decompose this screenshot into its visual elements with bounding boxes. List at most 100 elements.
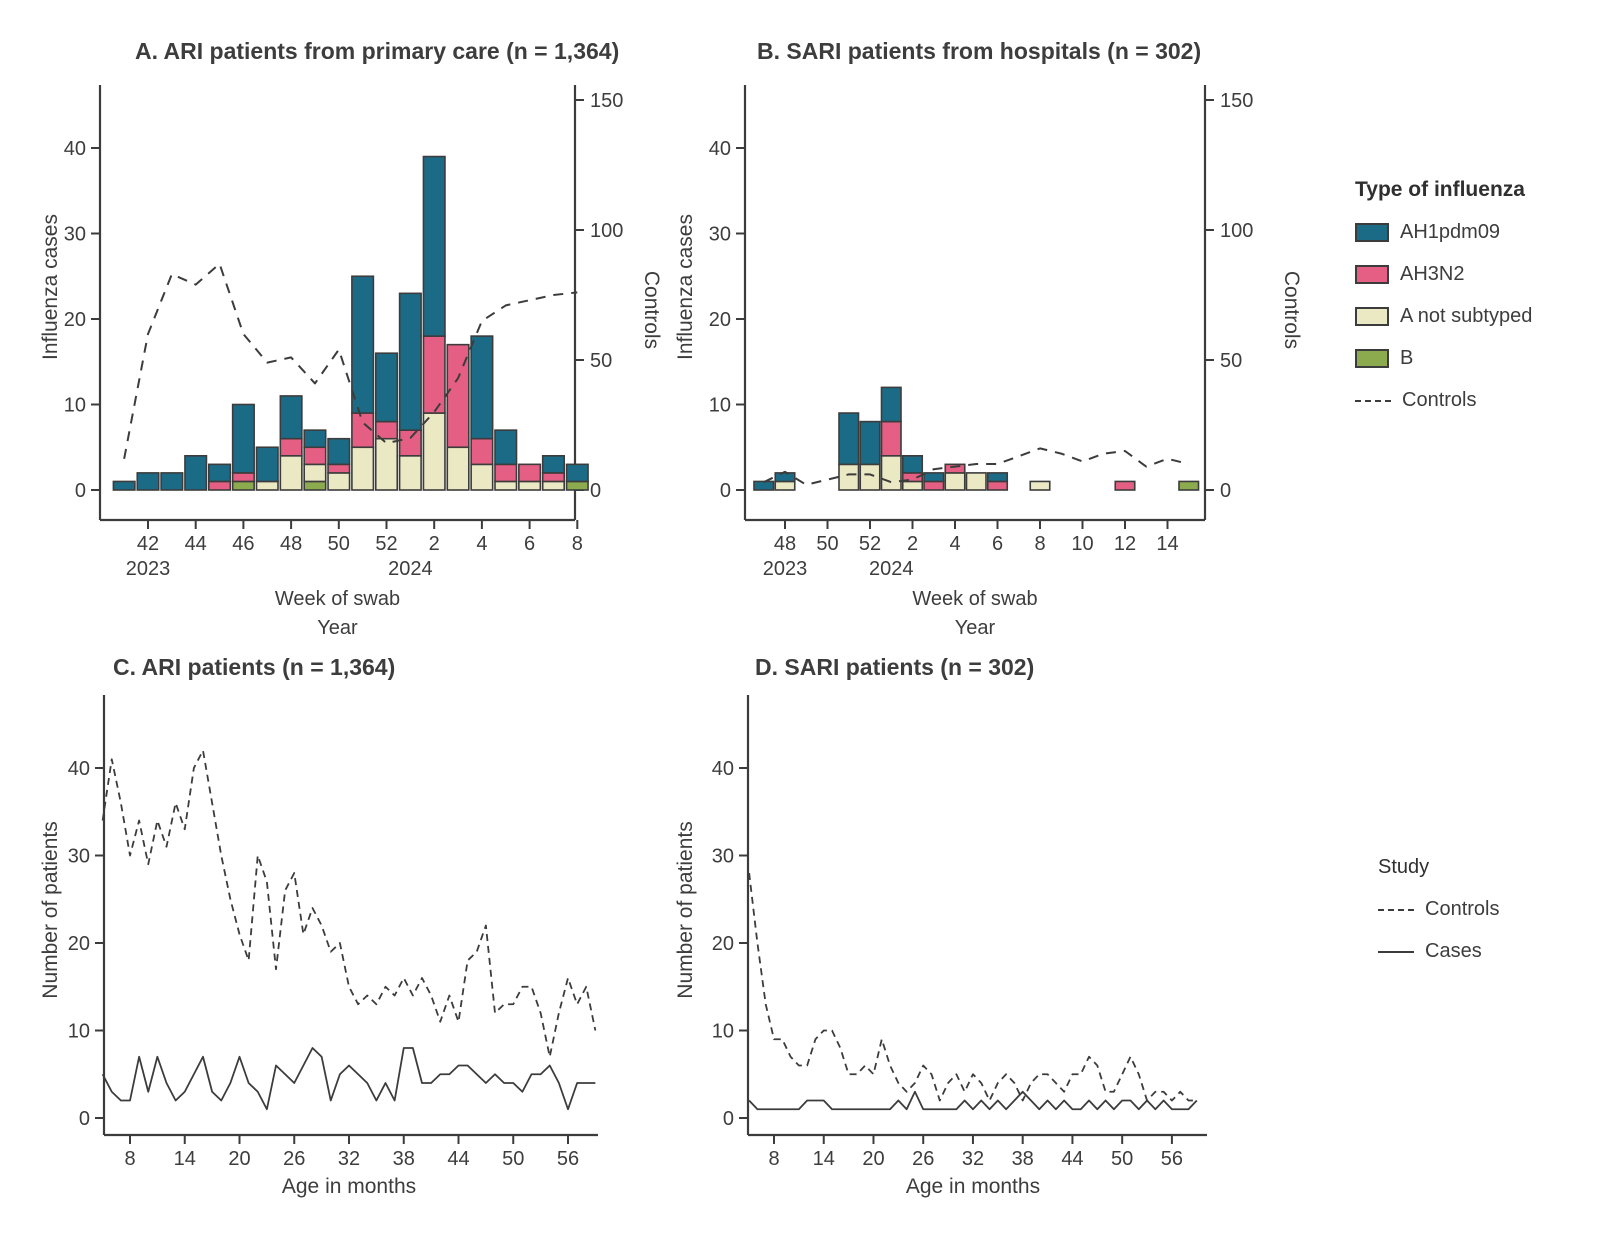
svg-text:50: 50: [502, 1148, 524, 1170]
svg-text:Number of patients: Number of patients: [674, 821, 697, 998]
svg-text:50: 50: [816, 533, 838, 555]
legend-item-study-cases: Cases: [1378, 940, 1499, 963]
legend-label: Controls: [1425, 898, 1500, 920]
svg-text:8: 8: [124, 1148, 135, 1170]
svg-text:30: 30: [709, 224, 731, 246]
svg-text:8: 8: [572, 533, 583, 555]
svg-text:0: 0: [590, 480, 601, 502]
svg-text:30: 30: [712, 846, 734, 868]
study-legend: Study Controls Cases: [1378, 856, 1499, 963]
svg-text:Age in months: Age in months: [282, 1175, 416, 1198]
ah3n2-swatch-icon: [1355, 265, 1389, 284]
cases-solid-line-icon: [1378, 950, 1414, 953]
svg-text:0: 0: [723, 1108, 734, 1130]
svg-text:20: 20: [709, 309, 731, 331]
legend-label: AH1pdm09: [1400, 221, 1501, 243]
svg-text:32: 32: [338, 1148, 360, 1170]
panel-b-chart: 0 10 20 30 40 0 50 100 150 48 50 52 2 4 6 8 10 12 14 2023 20…: [674, 38, 1303, 639]
svg-text:2023: 2023: [126, 558, 171, 580]
svg-text:44: 44: [1061, 1148, 1083, 1170]
influenza-type-legend: Type of influenza AH1pdm09 AH3N2 A not s…: [1355, 178, 1532, 412]
svg-text:38: 38: [393, 1148, 415, 1170]
svg-text:12: 12: [1114, 533, 1136, 555]
svg-text:B. SARI patients from hospital: B. SARI patients from hospitals (n = 302…: [757, 38, 1201, 64]
svg-text:40: 40: [68, 758, 90, 780]
svg-text:20: 20: [64, 309, 86, 331]
svg-text:10: 10: [64, 395, 86, 417]
svg-text:10: 10: [712, 1021, 734, 1043]
svg-text:150: 150: [590, 90, 623, 112]
svg-text:52: 52: [375, 533, 397, 555]
svg-text:0: 0: [720, 480, 731, 502]
svg-text:Influenza cases: Influenza cases: [674, 214, 697, 360]
svg-text:2024: 2024: [388, 558, 433, 580]
svg-text:D. SARI patients (n = 302): D. SARI patients (n = 302): [755, 654, 1034, 680]
svg-text:0: 0: [75, 480, 86, 502]
svg-text:40: 40: [709, 138, 731, 160]
svg-text:44: 44: [185, 533, 207, 555]
svg-text:40: 40: [64, 138, 86, 160]
legend-item-study-controls: Controls: [1378, 898, 1499, 921]
svg-text:14: 14: [1156, 533, 1178, 555]
legend-label: Cases: [1425, 940, 1482, 962]
controls-dashed-line-icon: [1378, 908, 1414, 911]
svg-text:14: 14: [813, 1148, 835, 1170]
svg-text:56: 56: [1161, 1148, 1183, 1170]
svg-text:50: 50: [1220, 350, 1242, 372]
svg-text:14: 14: [174, 1148, 196, 1170]
svg-text:Number of patients: Number of patients: [39, 821, 62, 998]
svg-text:10: 10: [68, 1021, 90, 1043]
svg-text:100: 100: [1220, 220, 1253, 242]
panel-d-chart: 0 10 20 30 40 8 14 20 26 32 38 44 50 56 D. SARI patien…: [674, 654, 1207, 1198]
svg-text:46: 46: [232, 533, 254, 555]
svg-text:Week of swab: Week of swab: [912, 588, 1037, 610]
svg-text:6: 6: [524, 533, 535, 555]
svg-text:0: 0: [1220, 480, 1231, 502]
panel-c-chart: 0 10 20 30 40 8 14 20 26 32 38 44 50 56 C. ARI patient…: [39, 654, 598, 1198]
svg-text:26: 26: [283, 1148, 305, 1170]
legend-label: Controls: [1402, 389, 1477, 411]
svg-text:32: 32: [962, 1148, 984, 1170]
svg-text:A. ARI patients from primary: A. ARI patients from primary care (n = 1…: [135, 38, 619, 64]
svg-text:0: 0: [79, 1108, 90, 1130]
svg-text:2023: 2023: [763, 558, 808, 580]
svg-text:26: 26: [912, 1148, 934, 1170]
svg-text:50: 50: [590, 350, 612, 372]
svg-text:4: 4: [476, 533, 487, 555]
svg-text:50: 50: [1111, 1148, 1133, 1170]
svg-text:Influenza cases: Influenza cases: [39, 214, 62, 360]
svg-text:Year: Year: [317, 617, 358, 639]
svg-text:20: 20: [862, 1148, 884, 1170]
svg-text:6: 6: [992, 533, 1003, 555]
svg-text:20: 20: [68, 933, 90, 955]
legend-item-b: B: [1355, 347, 1532, 370]
svg-text:48: 48: [280, 533, 302, 555]
svg-text:Age in months: Age in months: [906, 1175, 1040, 1198]
svg-text:8: 8: [1034, 533, 1045, 555]
svg-text:38: 38: [1012, 1148, 1034, 1170]
svg-text:Controls: Controls: [640, 271, 663, 349]
svg-text:52: 52: [859, 533, 881, 555]
legend-label: B: [1400, 347, 1414, 369]
b-swatch-icon: [1355, 349, 1389, 368]
controls-dashed-line-icon: [1355, 399, 1391, 402]
svg-text:2: 2: [907, 533, 918, 555]
svg-text:2: 2: [429, 533, 440, 555]
svg-text:2024: 2024: [869, 558, 914, 580]
legend-item-ah1pdm09: AH1pdm09: [1355, 221, 1532, 244]
svg-text:30: 30: [68, 846, 90, 868]
legend-label: A not subtyped: [1400, 305, 1533, 327]
svg-text:20: 20: [228, 1148, 250, 1170]
svg-text:Controls: Controls: [1280, 271, 1303, 349]
legend-item-a-not-subtyped: A not subtyped: [1355, 305, 1532, 328]
legend-item-controls: Controls: [1355, 389, 1532, 412]
svg-text:100: 100: [590, 220, 623, 242]
influenza-legend-title: Type of influenza: [1355, 178, 1525, 201]
svg-text:8: 8: [768, 1148, 779, 1170]
legend-item-ah3n2: AH3N2: [1355, 263, 1532, 286]
svg-text:44: 44: [447, 1148, 469, 1170]
legend-label: AH3N2: [1400, 263, 1465, 285]
svg-text:C. ARI patients (n = 1,364): C. ARI patients (n = 1,364): [113, 654, 395, 680]
